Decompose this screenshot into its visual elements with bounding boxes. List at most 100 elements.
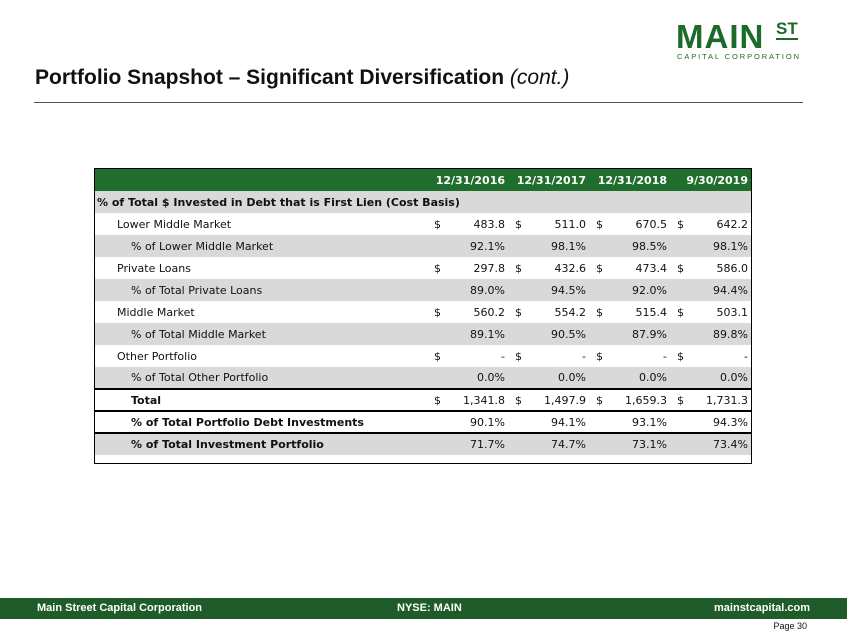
row-label: % of Total Private Loans — [95, 279, 428, 301]
logo-st-text: ST — [776, 19, 798, 40]
cell-value: 98.1% — [551, 239, 586, 253]
cell-value: 74.7% — [551, 438, 586, 451]
table-row: % of Total Private Loans 89.0% 94.5% 92.0% 9… — [95, 279, 752, 301]
cell-value: 0.0% — [639, 371, 667, 384]
footer-company: Main Street Capital Corporation — [37, 602, 203, 614]
row-label: Other Portfolio — [95, 345, 428, 367]
cell-value: 670.5 — [635, 217, 668, 231]
value-cell: $1,341.8 — [428, 388, 509, 411]
cell-value: 90.1% — [470, 415, 505, 429]
currency-symbol: $ — [677, 261, 684, 275]
currency-symbol: $ — [677, 393, 684, 407]
cell-value: 432.6 — [554, 261, 587, 275]
cell-value: 94.1% — [551, 415, 586, 429]
currency-symbol: $ — [677, 305, 684, 319]
header-blank-cell — [95, 169, 428, 191]
cell-value: 483.8 — [473, 217, 506, 231]
table-row: Other Portfolio $ - $ - $ - $ - — [95, 345, 752, 367]
logo-subtitle: CAPITAL CORPORATION — [677, 52, 801, 61]
cell-value: - — [582, 349, 586, 363]
cell-value: 98.1% — [713, 239, 748, 253]
cell-value: 297.8 — [473, 261, 506, 275]
value-cell: $670.5 — [590, 213, 671, 235]
table-row: % of Total Portfolio Debt Investments 90.… — [95, 410, 752, 433]
cell-value: 0.0% — [558, 371, 586, 384]
table-row: % of Total Investment Portfolio 71.7% 74.7… — [95, 432, 752, 455]
value-cell: 94.1% — [509, 410, 590, 433]
value-cell: 0.0% — [590, 367, 671, 389]
value-cell: $483.8 — [428, 213, 509, 235]
currency-symbol: $ — [596, 305, 603, 319]
value-cell: $503.1 — [671, 301, 752, 323]
cell-value: 93.1% — [632, 415, 667, 429]
cell-value: 89.0% — [470, 283, 505, 297]
row-label: Total — [95, 388, 428, 411]
cell-value: 1,497.9 — [544, 393, 586, 407]
value-cell: 87.9% — [590, 323, 671, 345]
value-cell: 74.7% — [509, 432, 590, 455]
value-cell: 0.0% — [509, 367, 590, 389]
page-title-main: Portfolio Snapshot – Significant Diversi… — [35, 66, 510, 89]
logo-main-text: MAIN — [676, 18, 765, 55]
table-row: Total $1,341.8 $1,497.9 $1,659.3 $1,731.3 — [95, 388, 752, 411]
currency-symbol: $ — [434, 261, 441, 275]
cell-value: 473.4 — [635, 261, 668, 275]
column-header: 9/30/2019 — [671, 169, 752, 191]
section-header-row: % of Total $ Invested in Debt that is Fi… — [95, 191, 752, 213]
currency-symbol: $ — [596, 217, 603, 231]
page-number: Page 30 — [773, 621, 807, 631]
cell-value: 554.2 — [554, 305, 587, 319]
value-cell: $ - — [428, 345, 509, 367]
value-cell: 90.1% — [428, 410, 509, 433]
row-label: % of Lower Middle Market — [95, 235, 428, 257]
cell-value: 1,731.3 — [706, 393, 748, 407]
cell-value: 98.5% — [632, 239, 667, 253]
table-row: % of Total Middle Market 89.1% 90.5% 87.9% 8… — [95, 323, 752, 345]
row-label: Lower Middle Market — [95, 213, 428, 235]
cell-value: 92.1% — [470, 239, 505, 253]
page-title-cont: (cont.) — [509, 66, 570, 89]
value-cell: 93.1% — [590, 410, 671, 433]
cell-value: - — [663, 349, 667, 363]
value-cell: 89.1% — [428, 323, 509, 345]
footer-bar: Main Street Capital Corporation NYSE: MA… — [0, 598, 847, 619]
row-label: % of Total Investment Portfolio — [95, 432, 428, 455]
column-header: 12/31/2017 — [509, 169, 590, 191]
table-row: Middle Market $560.2 $554.2 $515.4 $503.1 — [95, 301, 752, 323]
currency-symbol: $ — [434, 393, 441, 407]
value-cell: $642.2 — [671, 213, 752, 235]
row-label: Middle Market — [95, 301, 428, 323]
table-row: Private Loans $297.8 $432.6 $473.4 $586.0 — [95, 257, 752, 279]
cell-value: 642.2 — [716, 217, 749, 231]
value-cell: 0.0% — [671, 367, 752, 389]
cell-value: - — [744, 349, 748, 363]
cell-value: 586.0 — [716, 261, 749, 275]
value-cell: 0.0% — [428, 367, 509, 389]
first-lien-table: 12/31/2016 12/31/2017 12/31/2018 9/30/20… — [95, 169, 752, 455]
value-cell: 98.5% — [590, 235, 671, 257]
value-cell: $473.4 — [590, 257, 671, 279]
cell-value: 503.1 — [716, 305, 749, 319]
title-divider — [34, 102, 803, 103]
cell-value: 87.9% — [632, 327, 667, 341]
cell-value: - — [501, 349, 505, 363]
value-cell: $560.2 — [428, 301, 509, 323]
table-row: Lower Middle Market $483.8 $511.0 $670.5 $64… — [95, 213, 752, 235]
currency-symbol: $ — [515, 349, 522, 363]
cell-value: 1,341.8 — [463, 393, 505, 407]
value-cell: 92.0% — [590, 279, 671, 301]
cell-value: 71.7% — [470, 438, 505, 451]
cell-value: 90.5% — [551, 327, 586, 341]
value-cell: $515.4 — [590, 301, 671, 323]
value-cell: 98.1% — [671, 235, 752, 257]
value-cell: $511.0 — [509, 213, 590, 235]
cell-value: 94.5% — [551, 283, 586, 297]
cell-value: 560.2 — [473, 305, 506, 319]
cell-value: 73.1% — [632, 438, 667, 451]
cell-value: 94.3% — [713, 415, 748, 429]
table-row: % of Lower Middle Market 92.1% 98.1% 98.5% 9… — [95, 235, 752, 257]
value-cell: 94.4% — [671, 279, 752, 301]
value-cell: 71.7% — [428, 432, 509, 455]
footer-ticker: NYSE: MAIN — [397, 602, 462, 614]
currency-symbol: $ — [596, 393, 603, 407]
